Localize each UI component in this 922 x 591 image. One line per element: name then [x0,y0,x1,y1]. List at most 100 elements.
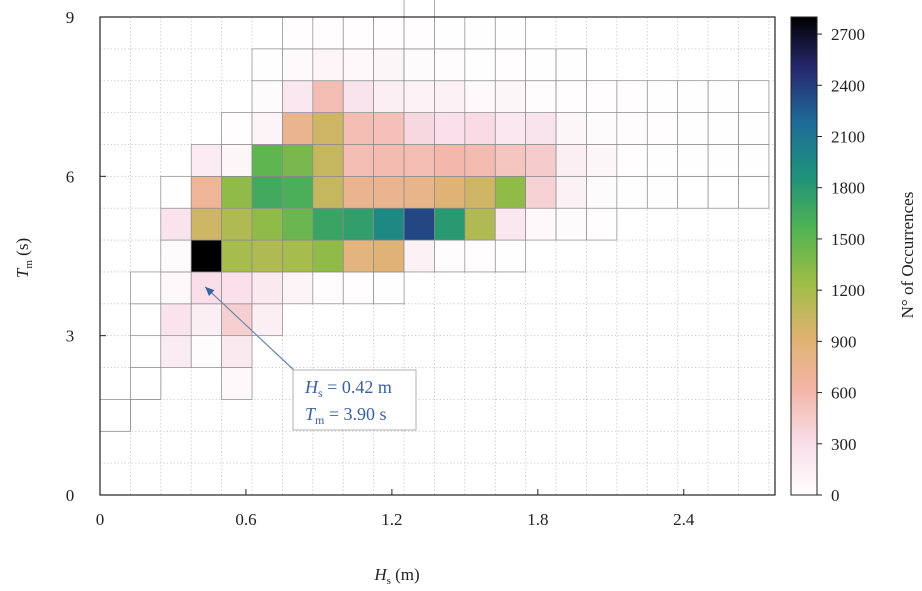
heatmap-cell [586,112,618,145]
heatmap-cell [646,80,679,113]
heatmap-cell [525,207,557,241]
heatmap-cell [282,112,314,145]
heatmap-cell [221,207,253,241]
heatmap-cell [434,175,466,209]
heatmap-cell [677,112,709,145]
heatmap-cell [403,16,435,50]
heatmap-cell [251,80,283,113]
heatmap-cell [190,239,222,273]
y-axis-title: Tm (s) [13,238,35,278]
heatmap-cell [555,48,587,82]
heatmap-cell [464,16,496,50]
heatmap-cell [282,16,314,50]
x-tick-label: 1.2 [381,510,402,529]
heatmap-cell [494,144,527,177]
heatmap-cell [464,80,496,113]
heatmap-cell [312,16,344,50]
heatmap-cell [160,239,192,273]
heatmap-cell [434,207,466,241]
heatmap-cell [312,80,344,113]
heatmap-cell [586,175,618,209]
heatmap-cell [707,175,739,209]
heatmap-cell [282,239,314,273]
heatmap-cell [677,175,709,209]
heatmap-cell [403,80,435,113]
heatmap-cell [494,16,527,50]
x-axis-unit: (m) [391,565,420,584]
heatmap-cell [251,144,283,177]
heatmap-cell [282,271,314,305]
heatmap-cell [494,48,527,82]
heatmap-cell [586,207,618,241]
heatmap-cell [373,207,405,241]
heatmap-cell [342,207,374,241]
colorbar-bar [790,16,818,496]
heatmap-cell [434,48,466,82]
heatmap-cell [373,112,405,145]
heatmap-cell [403,239,435,273]
heatmap-cell [494,239,527,273]
heatmap-cell [525,48,557,82]
heatmap-cell [251,207,283,241]
heatmap-cell [616,112,648,145]
annotation-hs-symbol: H [304,377,319,397]
heatmap-cell [342,112,374,145]
heatmap-cell [646,175,679,209]
annotation-hs-value: = 0.42 m [323,377,392,397]
heatmap-cell [738,112,770,145]
x-tick-label: 0.6 [235,510,256,529]
heatmap-cell [312,48,344,82]
heatmap-cell [738,144,770,177]
heatmap-cell [282,80,314,113]
heatmap-cell [251,175,283,209]
heatmap-cell [312,144,344,177]
axes: 0 0.6 1.2 1.8 2.4 0 3 6 9 [66,8,776,529]
heatmap-cell [555,207,587,241]
x-axis-subscript: s [387,575,391,587]
heatmap-cell [342,271,374,305]
heatmap-cells [99,0,770,432]
heatmap-cell [342,80,374,113]
annotation-tm-subscript: m [315,413,325,427]
colorbar-tick-label: 2400 [831,76,865,95]
heatmap-cell [251,112,283,145]
heatmap-cell [586,144,618,177]
heatmap-cell [190,207,222,241]
heatmap-cell [251,239,283,273]
heatmap-cell [586,80,618,113]
heatmap-cell [464,207,496,241]
heatmap-cell [282,144,314,177]
colorbar-tick-label: 1500 [831,230,865,249]
annotation-hs-subscript: s [318,386,323,400]
heatmap-cell [403,175,435,209]
heatmap-cell [738,80,770,113]
annotation-tm: Tm = 3.90 s [305,404,387,427]
heatmap-cell [282,175,314,209]
heatmap-cell [616,80,648,113]
heatmap-cell [312,112,344,145]
heatmap-cell [130,271,162,305]
heatmap-cell [677,80,709,113]
heatmap-cell [251,48,283,82]
colorbar-tick-label: 2700 [831,25,865,44]
heatmap-cell [190,175,222,209]
heatmap-cell [434,112,466,145]
heatmap-cell [160,303,192,337]
heatmap-cell [555,175,587,209]
y-axis-unit: (s) [13,238,32,260]
heatmap-cell [525,112,557,145]
colorbar: 0 300 600 900 1200 1500 1800 2100 2400 2700 [790,16,865,505]
heatmap-cell [190,335,222,368]
x-axis-symbol: H [373,565,388,584]
y-axis-symbol: T [13,267,32,278]
annotation-arrowhead [205,286,215,296]
x-axis-title: Hs (m) [373,565,419,587]
heatmap-cell [221,112,253,145]
plot-frame [99,16,776,496]
heatmap-cell [464,112,496,145]
heatmap-cell [403,0,435,18]
heatmap-cell [707,80,739,113]
heatmap-cell [555,144,587,177]
heatmap-cell [677,144,709,177]
